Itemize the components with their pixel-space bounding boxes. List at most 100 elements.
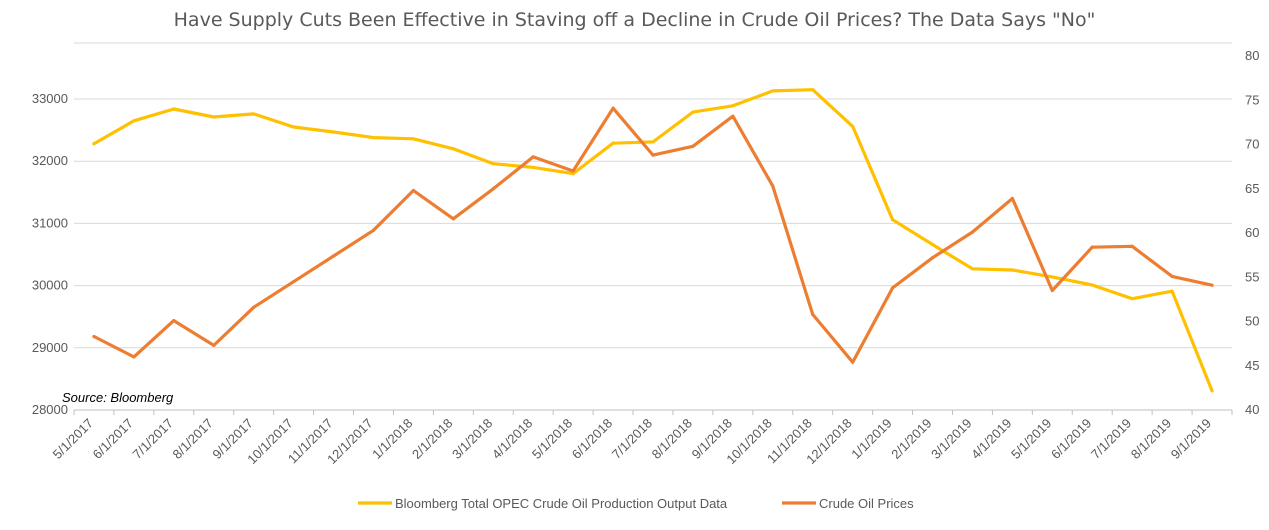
x-tick-label: 2/1/2018	[409, 416, 455, 462]
x-tick-label: 5/1/2018	[529, 416, 575, 462]
data-point	[651, 140, 655, 144]
data-point	[651, 153, 655, 157]
right-tick-label: 80	[1245, 48, 1259, 63]
right-tick-label: 45	[1245, 358, 1259, 373]
data-point	[811, 88, 815, 92]
right-tick-label: 70	[1245, 137, 1259, 152]
x-tick-label: 6/1/2018	[569, 416, 615, 462]
x-tick-label: 9/1/2019	[1168, 416, 1214, 462]
legend: Bloomberg Total OPEC Crude Oil Productio…	[358, 496, 914, 511]
data-point	[172, 107, 176, 111]
x-tick-label: 8/1/2019	[1128, 416, 1174, 462]
data-point	[771, 89, 775, 93]
left-y-axis: 28000 29000 30000 31000 32000 33000	[32, 91, 68, 417]
data-point	[1170, 274, 1174, 278]
right-tick-label: 40	[1245, 402, 1259, 417]
x-tick-label: 4/1/2018	[489, 416, 535, 462]
series-line-2	[92, 106, 1214, 364]
data-point	[1130, 297, 1134, 301]
data-point	[611, 141, 615, 145]
data-point	[691, 110, 695, 114]
data-point	[890, 286, 895, 290]
x-tick-label: 3/1/2018	[449, 416, 495, 462]
data-point	[491, 187, 495, 191]
source-note: Source: Bloomberg	[62, 390, 174, 405]
data-point	[212, 343, 216, 347]
data-point	[731, 104, 735, 108]
x-tick-label: 3/1/2019	[928, 416, 974, 462]
data-point	[970, 267, 975, 271]
x-tick-label: 8/1/2018	[649, 416, 695, 462]
data-point	[92, 334, 96, 339]
data-point	[691, 144, 695, 148]
x-tick-label: 7/1/2018	[609, 416, 655, 462]
x-tick-label: 1/1/2018	[369, 416, 415, 462]
data-point	[930, 256, 935, 260]
data-point	[1090, 245, 1094, 249]
data-point	[1050, 275, 1054, 279]
x-tick-label: 5/1/2019	[1008, 416, 1054, 462]
data-point	[92, 142, 96, 146]
data-point	[1010, 196, 1014, 201]
legend-label: Bloomberg Total OPEC Crude Oil Productio…	[395, 496, 728, 511]
data-point	[851, 360, 855, 364]
data-point	[331, 254, 336, 258]
data-point	[771, 184, 775, 188]
right-tick-label: 75	[1245, 92, 1259, 107]
data-point	[1210, 283, 1214, 287]
data-point	[451, 147, 455, 151]
right-tick-label: 65	[1245, 181, 1259, 196]
left-tick-label: 30000	[32, 278, 68, 293]
data-point	[571, 169, 575, 173]
data-point	[331, 130, 336, 134]
data-point	[451, 217, 455, 221]
data-point	[132, 355, 136, 359]
series-lines	[92, 88, 1214, 393]
x-tick-label: 8/1/2017	[169, 416, 215, 462]
data-point	[970, 230, 975, 234]
legend-label: Crude Oil Prices	[819, 496, 914, 511]
data-point	[1010, 268, 1014, 272]
data-point	[292, 280, 296, 284]
x-tick-label: 6/1/2017	[90, 416, 136, 462]
left-tick-label: 32000	[32, 153, 68, 168]
data-point	[1090, 283, 1094, 287]
left-tick-label: 28000	[32, 402, 68, 417]
x-tick-label: 7/1/2019	[1088, 416, 1134, 462]
data-point	[930, 242, 935, 247]
data-point	[491, 162, 495, 166]
data-point	[1170, 289, 1174, 293]
x-tick-label: 4/1/2019	[968, 416, 1014, 462]
data-point	[611, 106, 615, 110]
data-point	[212, 115, 216, 119]
x-tick-label: 6/1/2019	[1048, 416, 1094, 462]
data-point	[531, 155, 535, 159]
data-point	[371, 228, 376, 232]
right-tick-label: 55	[1245, 269, 1259, 284]
data-point	[1210, 389, 1214, 393]
data-point	[811, 312, 815, 317]
data-point	[252, 112, 256, 116]
left-tick-label: 31000	[32, 215, 68, 230]
right-tick-label: 60	[1245, 225, 1259, 240]
chart-title: Have Supply Cuts Been Effective in Stavi…	[174, 9, 1096, 31]
right-tick-label: 50	[1245, 314, 1259, 329]
data-point	[571, 172, 575, 176]
left-tick-label: 33000	[32, 91, 68, 106]
x-tick-label: 1/1/2019	[848, 416, 894, 462]
data-point	[252, 305, 256, 309]
data-point	[292, 125, 296, 129]
data-point	[371, 135, 376, 140]
gridlines	[74, 42, 1232, 411]
data-point	[411, 188, 416, 193]
data-point	[411, 137, 416, 141]
right-y-axis: 40 45 50 55 60 65 70 75 80	[1245, 48, 1259, 417]
data-point	[531, 165, 535, 170]
data-point	[172, 319, 176, 323]
x-axis: 5/1/20176/1/20177/1/20178/1/20179/1/2017…	[50, 410, 1233, 467]
x-tick-label: 5/1/2017	[50, 416, 96, 462]
x-tick-label: 2/1/2019	[888, 416, 934, 462]
data-point	[132, 119, 136, 123]
